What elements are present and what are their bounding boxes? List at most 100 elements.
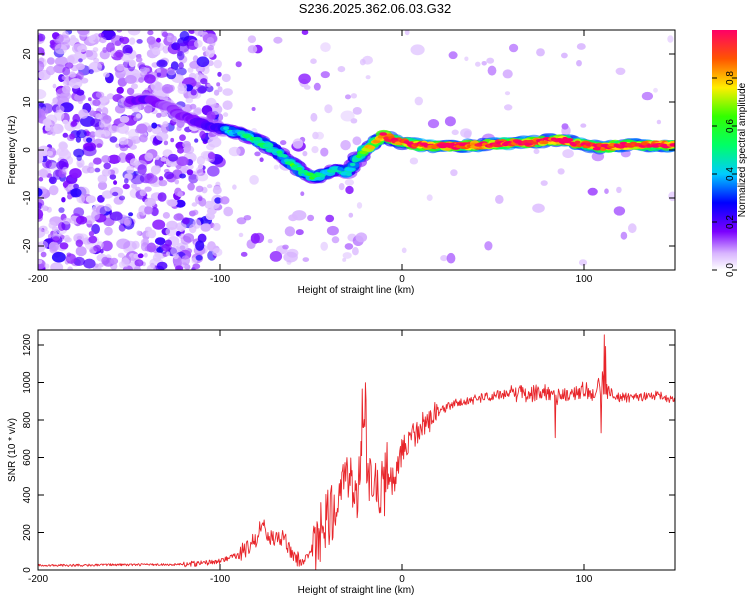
spectrogram-x-tick-label: 100 xyxy=(576,274,593,285)
heatmap-speckle xyxy=(194,138,199,143)
heatmap-speckle xyxy=(161,243,172,252)
heatmap-speckle xyxy=(124,130,129,135)
heatmap-speckle xyxy=(144,74,156,84)
heatmap-speckle xyxy=(101,256,110,265)
heatmap-speckle xyxy=(269,251,283,262)
heatmap-speckle xyxy=(307,214,315,222)
spectrogram-y-label: Frequency (Hz) xyxy=(7,116,18,185)
heatmap-speckle xyxy=(338,183,345,191)
heatmap-speckle xyxy=(151,207,159,217)
heatmap-speckle xyxy=(362,55,373,65)
heatmap-speckle xyxy=(273,164,279,170)
heatmap-ridge-cell xyxy=(367,145,376,150)
heatmap-speckle xyxy=(207,44,214,51)
heatmap-speckle xyxy=(194,30,204,37)
heatmap-speckle xyxy=(48,185,59,196)
heatmap-speckle xyxy=(206,184,213,189)
heatmap-speckle xyxy=(93,157,102,165)
heatmap-speckle xyxy=(238,232,244,238)
heatmap-speckle xyxy=(89,131,97,138)
colorbar-tick-label: 0.2 xyxy=(725,215,736,229)
heatmap-speckle xyxy=(342,252,352,259)
heatmap-speckle xyxy=(196,155,205,166)
heatmap-speckle xyxy=(174,179,180,185)
heatmap-speckle xyxy=(77,162,83,168)
heatmap-speckle xyxy=(88,235,98,244)
heatmap-speckle xyxy=(217,71,222,77)
snr-series xyxy=(38,334,675,570)
heatmap-speckle xyxy=(144,174,158,184)
heatmap-speckle xyxy=(117,77,128,87)
heatmap-speckle xyxy=(136,230,141,236)
heatmap-speckle xyxy=(313,82,321,91)
heatmap-speckle xyxy=(144,186,152,192)
heatmap-ridge-cell xyxy=(449,142,456,147)
heatmap-speckle xyxy=(67,193,73,200)
colorbar-tick-label: 0.4 xyxy=(725,167,736,181)
heatmap-ridge-cell xyxy=(531,141,538,145)
heatmap-speckle xyxy=(196,56,210,67)
heatmap-speckle xyxy=(350,93,357,99)
heatmap-speckle xyxy=(91,34,96,41)
heatmap-speckle xyxy=(197,86,207,94)
heatmap-speckle xyxy=(58,207,65,213)
heatmap-speckle xyxy=(340,110,355,122)
heatmap-speckle xyxy=(156,112,162,118)
heatmap-speckle xyxy=(101,133,105,139)
heatmap-speckle xyxy=(146,264,156,270)
heatmap-speckle xyxy=(62,119,69,125)
heatmap-ridge-cell xyxy=(252,137,261,141)
heatmap-speckle xyxy=(250,233,260,244)
heatmap-speckle xyxy=(38,176,44,182)
heatmap-speckle xyxy=(97,174,108,184)
heatmap-speckle xyxy=(145,67,150,72)
heatmap-speckle xyxy=(355,232,368,243)
heatmap-speckle xyxy=(207,241,216,252)
heatmap-speckle xyxy=(76,215,88,225)
heatmap-speckle xyxy=(121,53,134,63)
heatmap-ridge-cell xyxy=(352,158,359,163)
heatmap-speckle xyxy=(176,50,185,61)
heatmap-ridge-cell xyxy=(296,167,303,171)
heatmap-speckle xyxy=(73,256,85,266)
heatmap-speckle xyxy=(137,54,142,59)
heatmap-speckle xyxy=(122,44,133,56)
heatmap-speckle xyxy=(82,146,97,157)
heatmap-speckle xyxy=(118,137,129,146)
heatmap-speckle xyxy=(106,42,115,53)
spectrogram-y-tick-label: 10 xyxy=(22,96,33,108)
heatmap-speckle xyxy=(213,89,220,96)
heatmap-speckle xyxy=(116,63,125,72)
heatmap-ridge-cell xyxy=(541,140,549,145)
heatmap-speckle xyxy=(56,147,69,157)
heatmap-speckle xyxy=(300,191,305,196)
heatmap-speckle xyxy=(302,257,310,262)
heatmap-speckle xyxy=(280,140,287,146)
heatmap-speckle xyxy=(113,180,118,185)
heatmap-speckle xyxy=(247,45,258,54)
heatmap-speckle xyxy=(124,74,137,84)
heatmap-speckle xyxy=(76,71,84,81)
heatmap-speckle xyxy=(131,183,137,189)
heatmap-speckle xyxy=(220,196,230,205)
heatmap-speckle xyxy=(177,191,184,198)
heatmap-speckle xyxy=(484,241,493,251)
snr-frame xyxy=(37,329,676,571)
heatmap-ridge-cell xyxy=(377,134,385,139)
heatmap-speckle xyxy=(101,240,113,252)
heatmap-speckle xyxy=(38,60,45,72)
heatmap-speckle xyxy=(64,62,74,69)
heatmap-speckle xyxy=(161,84,174,94)
heatmap-speckle xyxy=(124,178,129,184)
heatmap-speckle xyxy=(170,137,175,143)
heatmap-speckle xyxy=(61,197,66,203)
heatmap-speckle xyxy=(176,42,190,53)
heatmap-speckle xyxy=(158,179,168,187)
snr-y-tick-label: 400 xyxy=(22,486,33,503)
heatmap-speckle xyxy=(310,58,317,64)
spectrogram-y-tick-label: 0 xyxy=(22,147,33,153)
heatmap-speckle xyxy=(98,120,106,128)
colorbar-tick-label: 0.6 xyxy=(725,119,736,133)
heatmap-speckle xyxy=(40,204,48,212)
heatmap-speckle xyxy=(121,257,130,268)
